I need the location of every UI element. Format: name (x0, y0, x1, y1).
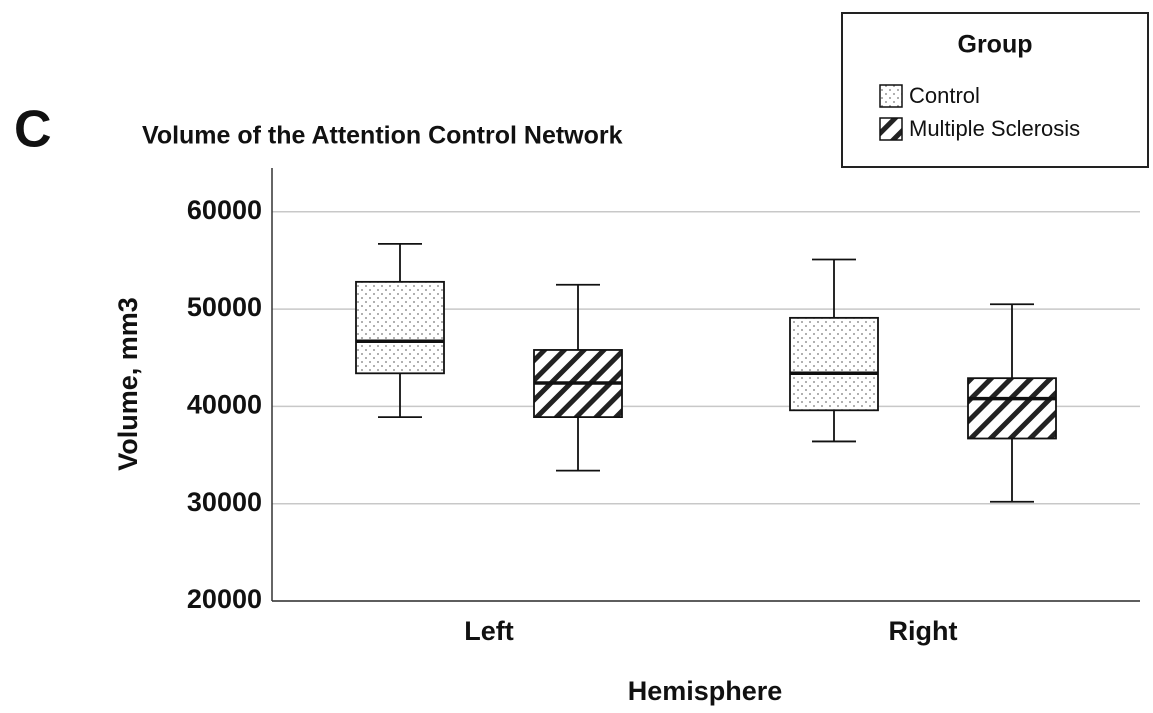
x-axis-label: Hemisphere (628, 676, 783, 706)
x-tick-label: Left (464, 616, 514, 646)
y-tick-label: 60000 (187, 195, 262, 225)
y-tick-label: 20000 (187, 584, 262, 614)
panel-label: C (14, 101, 52, 159)
box (789, 316, 879, 412)
y-tick-label: 30000 (187, 487, 262, 517)
legend-title: Group (958, 31, 1033, 59)
y-tick-label: 50000 (187, 292, 262, 322)
legend-swatch (879, 117, 903, 141)
legend-label: Control (909, 83, 980, 108)
y-axis-label: Volume, mm3 (113, 297, 143, 471)
y-tick-label: 40000 (187, 390, 262, 420)
box (967, 377, 1057, 440)
box (355, 280, 445, 375)
x-tick-label: Right (889, 616, 958, 646)
legend-label: Multiple Sclerosis (909, 116, 1080, 141)
chart-title: Volume of the Attention Control Network (142, 122, 623, 150)
legend-swatch (879, 84, 903, 108)
